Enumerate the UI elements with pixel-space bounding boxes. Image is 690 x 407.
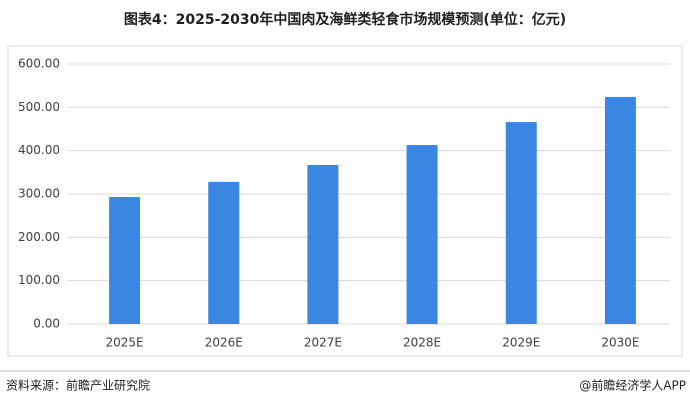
bar	[505, 122, 537, 324]
bar	[307, 164, 339, 324]
y-tick-label: 600.00	[18, 57, 60, 71]
chart-frame	[7, 45, 683, 357]
y-tick-label: 300.00	[18, 187, 60, 201]
chart-title: 图表4：2025-2030年中国肉及海鲜类轻食市场规模预测(单位：亿元)	[124, 11, 566, 28]
y-tick-label: 0.00	[33, 317, 60, 331]
y-tick-label: 500.00	[18, 100, 60, 114]
source: 资料来源：前瞻产业研究院	[6, 378, 150, 393]
x-tick-label: 2030E	[601, 336, 639, 350]
x-tick-label: 2027E	[304, 336, 342, 350]
x-tick-label: 2028E	[403, 336, 441, 350]
bar	[406, 145, 438, 324]
bar	[208, 181, 240, 324]
brand: @前瞻经济学人APP	[579, 378, 686, 393]
x-tick-label: 2026E	[205, 336, 243, 350]
bar	[109, 197, 141, 324]
bar	[604, 96, 636, 324]
y-tick-label: 400.00	[18, 143, 60, 157]
y-tick-label: 200.00	[18, 230, 60, 244]
x-tick-label: 2029E	[502, 336, 540, 350]
y-tick-label: 100.00	[18, 273, 60, 287]
x-tick-label: 2025E	[106, 336, 144, 350]
